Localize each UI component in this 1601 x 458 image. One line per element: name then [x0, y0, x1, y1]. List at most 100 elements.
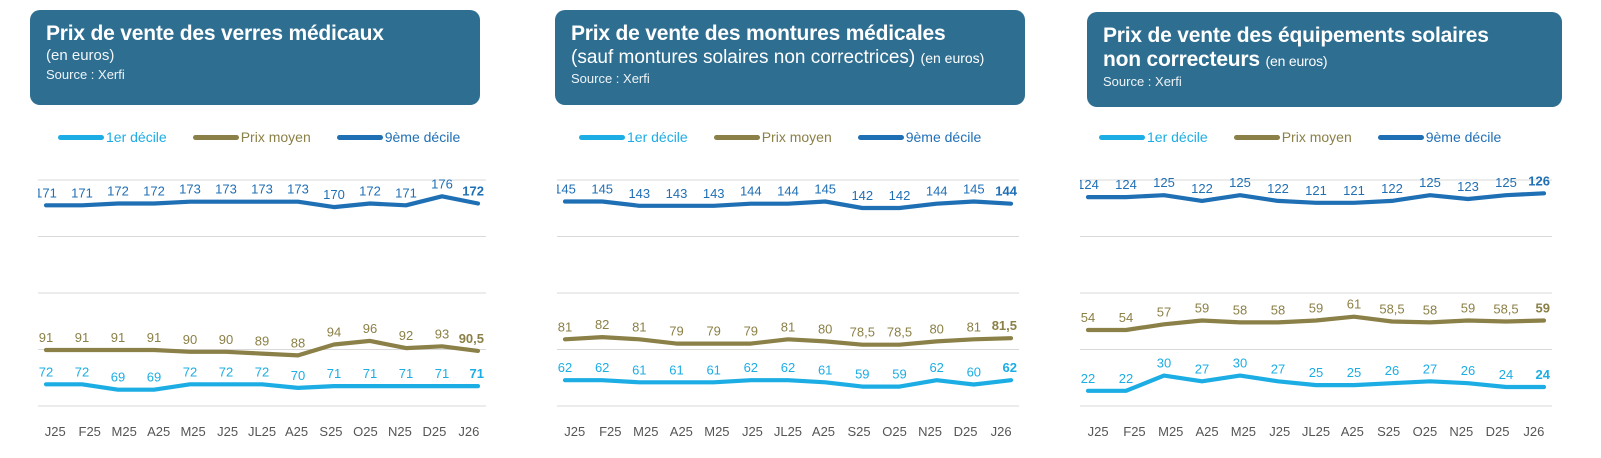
legend-item-ninth-decile[interactable]: 9ème décile: [857, 130, 981, 144]
panel-subtitle-main: (sauf montures solaires non correctrices…: [571, 46, 916, 68]
data-label: 26: [1461, 363, 1475, 378]
x-axis-tick: D25: [953, 424, 978, 439]
legend-label-ninth-decile: 9ème décile: [1425, 129, 1502, 145]
data-label: 78,5: [850, 325, 875, 340]
series-line: [1085, 191, 1547, 205]
data-label: 122: [1381, 181, 1403, 196]
data-label: 70: [291, 368, 305, 383]
data-label: 71: [363, 366, 377, 381]
data-label: 59: [1461, 301, 1475, 316]
data-label: 172: [107, 184, 129, 199]
data-label: 173: [179, 182, 201, 197]
x-axis-tick: J26: [990, 424, 1012, 439]
data-label: 61: [818, 362, 832, 377]
x-axis-tick: A25: [811, 424, 836, 439]
data-label: 79: [706, 324, 720, 339]
data-label: 61: [1347, 297, 1361, 312]
x-axis-tick: N25: [1449, 424, 1474, 439]
data-label: 26: [1385, 363, 1399, 378]
data-label: 81: [781, 319, 795, 334]
x-axis-tick: M25: [633, 424, 659, 439]
data-label: 81: [967, 319, 981, 334]
x-axis-tick: O25: [1412, 424, 1438, 439]
legend-item-average-price[interactable]: Prix moyen: [1233, 130, 1352, 144]
legend-label-first-decile: 1er décile: [106, 129, 167, 145]
legend-item-ninth-decile[interactable]: 9ème décile: [1377, 129, 1502, 145]
line-chart-svg: 145 145 143 143 143 144 144 145 142 142 144 145 144 8…: [557, 179, 1019, 407]
legend-item-first-decile[interactable]: 1er décile: [58, 130, 167, 144]
data-label: 79: [669, 324, 683, 339]
data-label: 58,5: [1379, 302, 1404, 317]
data-label: 69: [147, 370, 161, 385]
data-label: 59: [1536, 301, 1550, 316]
line-chart-svg: 171 171 172 172 173 173 173 173 170 172 171 176 172 9…: [38, 176, 486, 407]
legend-item-average-price[interactable]: Prix moyen: [713, 130, 832, 144]
chart-legend: 1er décile Prix moyen 9ème décile: [579, 130, 999, 144]
series-line: [562, 378, 1014, 389]
data-label: 91: [39, 330, 53, 345]
data-label: 62: [781, 360, 795, 375]
panel-source: Source : Xerfi: [1103, 74, 1182, 90]
x-axis-tick: JL25: [247, 424, 277, 439]
panel-subtitle: (en euros): [46, 46, 115, 64]
legend-item-first-decile[interactable]: 1er décile: [1099, 130, 1208, 144]
legend-label-ninth-decile: 9ème décile: [384, 129, 461, 145]
legend-swatch-ninth-decile: [336, 134, 383, 140]
data-label: 72: [219, 364, 233, 379]
x-axis-tick: M25: [704, 424, 730, 439]
data-label: 27: [1195, 361, 1209, 376]
x-axis-tick: J25: [564, 424, 586, 439]
page-title: Prix de vente des verres médicaux: [46, 22, 384, 45]
data-label: 82: [595, 317, 609, 332]
panel-subtitle-unit: (en euros): [1265, 52, 1328, 69]
data-label: 145: [814, 182, 836, 197]
chart-plot-area: 145 145 143 143 143 144 144 145 142 142 144 145 144 8…: [557, 158, 1019, 418]
data-label: 27: [1271, 361, 1285, 376]
data-label: 90: [219, 332, 233, 347]
x-axis-tick: J25: [44, 424, 66, 439]
panel-header-card: Prix de vente des verres médicaux (en eu…: [30, 10, 480, 105]
data-label: 142: [851, 188, 873, 203]
legend-item-ninth-decile[interactable]: 9ème décile: [336, 129, 461, 145]
data-label: 143: [703, 186, 725, 201]
data-label: 125: [1419, 175, 1441, 190]
data-label: 172: [462, 184, 484, 199]
data-label: 91: [75, 330, 89, 345]
x-axis-tick: F25: [78, 424, 101, 439]
legend-item-average-price[interactable]: Prix moyen: [192, 129, 311, 145]
x-axis-tick: A25: [669, 424, 693, 439]
legend-item-first-decile[interactable]: 1er décile: [579, 130, 688, 144]
x-axis-tick: J26: [458, 424, 480, 439]
data-label: 58: [1423, 302, 1437, 317]
data-label: 62: [595, 360, 609, 375]
data-label: 142: [889, 188, 911, 203]
data-label: 72: [75, 364, 89, 379]
legend-label-average-price: Prix moyen: [240, 129, 311, 145]
data-label: 72: [183, 364, 197, 379]
x-axis-tick: M25: [180, 424, 206, 439]
series-line: [43, 194, 481, 210]
data-label: 91: [111, 330, 125, 345]
data-label: 61: [706, 362, 720, 377]
data-label: 80: [818, 321, 832, 336]
data-label: 145: [557, 182, 576, 197]
x-axis-tick: J26: [1523, 424, 1545, 439]
data-label: 81: [558, 319, 572, 334]
x-axis-tick: F25: [1123, 424, 1146, 439]
data-label: 124: [1080, 177, 1099, 192]
data-label: 60: [967, 365, 981, 380]
data-label: 90: [183, 332, 197, 347]
legend-label-first-decile: 1er décile: [1147, 129, 1208, 145]
chart-plot-area: 124 124 125 122 125 122 121 121 122 125 123 125 126 5…: [1080, 158, 1552, 418]
data-label: 125: [1495, 175, 1517, 190]
panel-source: Source : Xerfi: [46, 66, 125, 82]
data-label: 144: [995, 184, 1017, 199]
series-line: [1085, 373, 1547, 393]
data-label: 24: [1499, 367, 1513, 382]
data-label: 144: [926, 184, 948, 199]
data-label: 58: [1233, 302, 1247, 317]
data-label: 172: [359, 184, 381, 199]
x-axis-tick: JL25: [773, 424, 803, 439]
data-label: 61: [669, 362, 683, 377]
legend-swatch-first-decile: [579, 134, 625, 140]
